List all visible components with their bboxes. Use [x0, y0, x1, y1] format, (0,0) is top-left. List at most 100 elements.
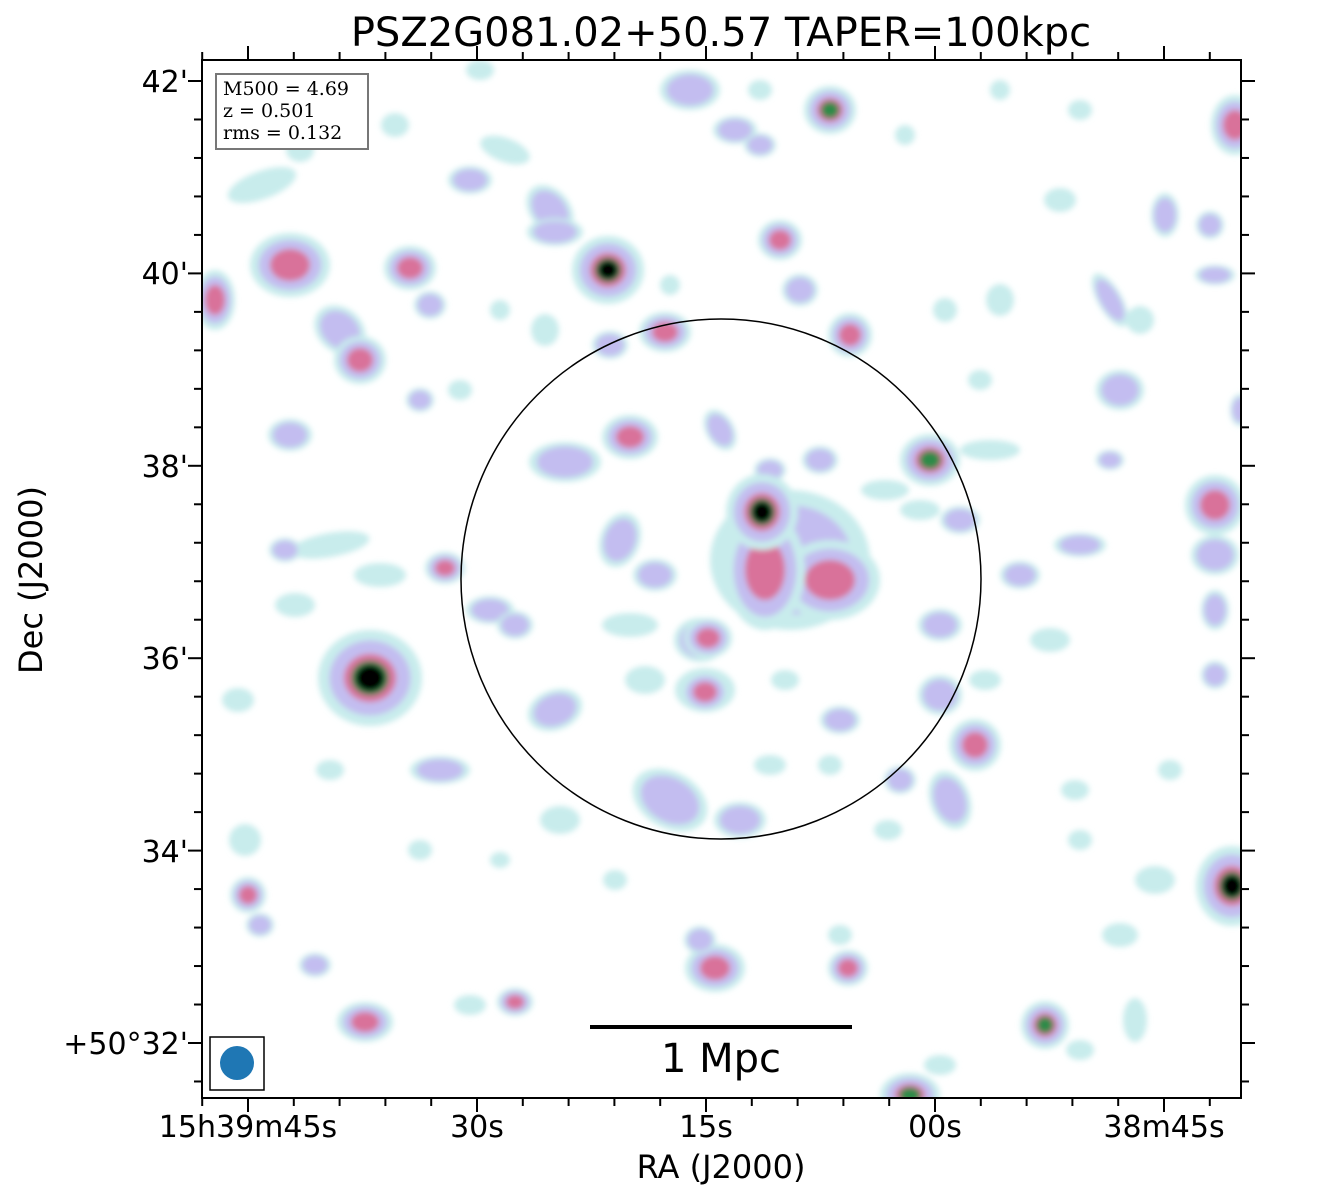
emission-blob — [351, 1012, 379, 1032]
emission-blob — [409, 390, 431, 410]
x-axis-label: RA (J2000) — [637, 1148, 806, 1186]
emission-blob — [595, 334, 625, 356]
r500-circle — [460, 318, 982, 840]
emission-blob — [205, 285, 225, 315]
emission-blob — [660, 275, 680, 295]
emission-blob — [471, 599, 509, 621]
y-tick-label: 34' — [142, 835, 188, 870]
emission-blob — [416, 759, 464, 781]
emission-blob — [700, 956, 730, 980]
emission-blob — [480, 135, 530, 165]
emission-blob — [1004, 564, 1036, 586]
emission-blob — [933, 777, 967, 823]
emission-blob — [1221, 874, 1241, 898]
y-tick-label: 38' — [142, 450, 188, 485]
y-tick-label: 42' — [142, 65, 188, 100]
info-box — [215, 73, 369, 150]
emission-blob — [316, 760, 344, 780]
emission-blob — [640, 775, 700, 825]
emission-blob — [448, 380, 472, 400]
emission-blob — [1068, 830, 1092, 850]
emission-blob — [754, 755, 786, 775]
emission-blob — [1126, 306, 1154, 334]
emission-blob — [531, 314, 559, 346]
emission-blob — [745, 540, 785, 600]
emission-blob — [452, 169, 488, 191]
x-tick-label: 00s — [908, 1110, 962, 1145]
emission-blob — [960, 440, 1020, 460]
emission-blob — [490, 852, 510, 868]
emission-blob — [944, 509, 976, 531]
plot-title: PSZ2G081.02+50.57 TAPER=100kpc — [351, 10, 1091, 56]
emission-blob — [417, 294, 443, 316]
emission-blob — [922, 679, 958, 711]
emission-blob — [239, 886, 257, 904]
emission-blob — [874, 820, 902, 840]
emission-blob — [785, 277, 815, 303]
emission-blob — [968, 370, 992, 390]
emission-blob — [962, 732, 988, 758]
emission-blob — [818, 755, 842, 775]
emission-blob — [1154, 197, 1176, 233]
emission-blob — [637, 562, 673, 588]
emission-blob — [435, 560, 455, 576]
emission-blob — [900, 500, 940, 520]
emission-blob — [707, 414, 733, 446]
emission-blob — [1204, 594, 1226, 626]
emission-blob — [990, 80, 1010, 100]
emission-blob — [490, 300, 510, 320]
plot-frame — [201, 59, 1242, 1099]
emission-blob — [933, 298, 957, 322]
emission-blob — [506, 995, 524, 1009]
emission-blob — [969, 670, 1001, 690]
emission-blob — [805, 560, 855, 600]
emission-blob — [270, 249, 310, 281]
emission-blob — [919, 450, 941, 470]
emission-blob — [924, 1055, 956, 1075]
emission-blob — [229, 824, 261, 856]
emission-blob — [1196, 539, 1234, 571]
emission-blob — [1044, 188, 1076, 212]
emission-blob — [747, 135, 773, 155]
emission-blob — [536, 446, 594, 478]
emission-blob — [719, 805, 761, 835]
emission-blob — [272, 422, 308, 448]
emission-blob — [355, 664, 385, 692]
emission-blob — [1066, 1040, 1094, 1060]
x-tick-label: 38m45s — [1103, 1110, 1224, 1145]
emission-blob — [887, 769, 913, 791]
emission-blob — [824, 709, 856, 731]
emission-blob — [1036, 1016, 1054, 1034]
emission-blob — [533, 693, 577, 727]
emission-blob — [540, 806, 580, 834]
emission-blob — [1061, 780, 1089, 800]
beam-ellipse — [220, 1046, 254, 1080]
emission-blob — [602, 613, 658, 637]
y-tick-label: +50°32' — [63, 1027, 188, 1062]
emission-blob — [397, 257, 423, 279]
emission-blob — [533, 221, 577, 243]
emission-blob — [454, 995, 486, 1015]
emission-blob — [751, 501, 773, 523]
emission-blob — [1059, 535, 1101, 555]
axis-ticks — [188, 46, 1255, 1112]
emission-blob — [354, 563, 406, 587]
emission-blob — [839, 324, 861, 346]
emission-blob — [895, 125, 915, 145]
emission-blob — [820, 101, 840, 119]
emission-blob — [347, 348, 373, 372]
redshift-text: z = 0.501 — [223, 100, 315, 122]
emission-blob — [1135, 866, 1175, 894]
x-tick-label: 30s — [450, 1110, 504, 1145]
emission-blob — [693, 682, 717, 702]
emission-blob — [861, 480, 909, 500]
emission-blob — [302, 955, 328, 975]
emission-blob — [408, 840, 432, 860]
emission-blob — [696, 628, 720, 648]
rms-text: rms = 0.132 — [223, 122, 342, 144]
emission-blob — [1158, 760, 1182, 780]
radio-emission-layer — [202, 60, 1241, 1098]
emission-blob — [771, 670, 799, 690]
